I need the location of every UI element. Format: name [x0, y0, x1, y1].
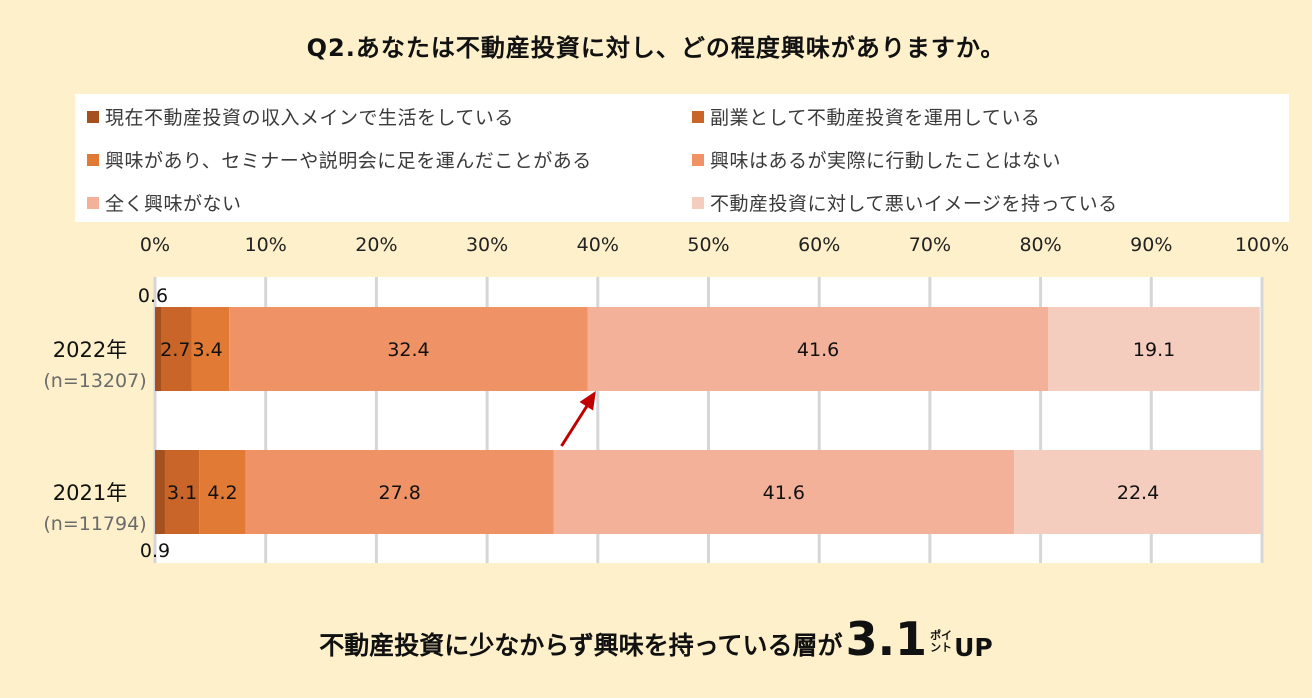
data-label: 41.6: [797, 339, 839, 361]
arrow-head: [579, 391, 596, 411]
bar-segment: [1048, 307, 1260, 391]
category-n: (n=13207): [43, 370, 146, 392]
data-label: 0.6: [138, 285, 168, 307]
bar-segment: [164, 450, 200, 534]
data-label: 41.6: [763, 482, 805, 504]
bar-segment: [191, 307, 230, 391]
legend-swatch: [87, 196, 99, 209]
summary-unit-top: ポイ: [930, 629, 953, 642]
legend-item-living-on-income: 現在不動産投資の収入メインで生活をしている: [87, 103, 514, 130]
x-tick-label: 0%: [140, 234, 170, 256]
data-label: 4.2: [207, 482, 237, 504]
legend-label: 興味があり、セミナーや説明会に足を運んだことがある: [105, 150, 592, 172]
summary-suffix: UP: [954, 633, 993, 662]
x-tick-label: 40%: [577, 234, 619, 256]
bar-segment: [245, 450, 554, 534]
data-label: 19.1: [1133, 339, 1175, 361]
x-tick-label: 70%: [909, 234, 951, 256]
trend-arrow: [560, 391, 596, 447]
summary-note: 不動産投資に少なからず興味を持っている層が 3.1 ポイ ント UP: [0, 616, 1312, 662]
legend-label: 不動産投資に対して悪いイメージを持っている: [710, 193, 1118, 215]
data-labels: 0.6 2.7 3.4 32.4 41.6 19.1 0.9 3.1 4.2 27.8 41.6 22…: [138, 285, 1175, 562]
data-label: 27.8: [378, 482, 420, 504]
bar-segment: [161, 307, 192, 391]
data-label: 0.9: [140, 540, 170, 562]
data-label: 22.4: [1117, 482, 1159, 504]
bar-segment: [1014, 450, 1262, 534]
stacked-bar-chart: 0% 10% 20% 30% 40% 50% 60% 70% 80% 90% 100% 0.6 2.7…: [43, 234, 1289, 563]
legend-label: 興味はあるが実際に行動したことはない: [710, 150, 1062, 172]
legend-item-not-interested: 全く興味がない: [87, 189, 242, 216]
category-year: 2022年: [53, 338, 127, 362]
summary-unit-bottom: ント: [930, 641, 953, 654]
bar-segment: [553, 450, 1015, 534]
legend-item-side-business: 副業として不動産投資を運用している: [692, 103, 1040, 130]
data-label: 2.7: [160, 339, 190, 361]
x-tick-label: 100%: [1235, 234, 1289, 256]
category-year: 2021年: [53, 481, 127, 505]
legend-item-attended-seminar: 興味があり、セミナーや説明会に足を運んだことがある: [87, 146, 592, 173]
data-label: 3.4: [193, 339, 223, 361]
x-tick-label: 60%: [798, 234, 840, 256]
summary-text: 不動産投資に少なからず興味を持っている層が: [319, 631, 843, 660]
legend-swatch: [87, 110, 99, 123]
legend-label: 現在不動産投資の収入メインで生活をしている: [105, 107, 514, 129]
x-tick-label: 10%: [245, 234, 287, 256]
x-tick-label: 20%: [355, 234, 397, 256]
arrow-line: [560, 402, 591, 447]
bar-segment: [199, 450, 246, 534]
bar-segment: [587, 307, 1049, 391]
x-tick-label: 50%: [687, 234, 729, 256]
category-labels: 2022年 (n=13207) 2021年 (n=11794): [43, 338, 146, 535]
summary-value: 3.1: [845, 612, 928, 666]
legend-item-negative-image: 不動産投資に対して悪いイメージを持っている: [692, 189, 1118, 216]
bar-segments: [155, 307, 1262, 534]
chart-title: Q2.あなたは不動産投資に対し、どの程度興味がありますか。: [306, 34, 1006, 62]
legend-swatch: [692, 196, 704, 209]
x-tick-label: 30%: [466, 234, 508, 256]
legend-swatch: [87, 153, 99, 166]
legend-label: 全く興味がない: [105, 193, 242, 215]
legend-swatch: [692, 153, 704, 166]
legend: 現在不動産投資の収入メインで生活をしている 副業として不動産投資を運用している …: [75, 94, 1289, 222]
bar-segment: [155, 307, 162, 391]
data-label: 3.1: [167, 482, 197, 504]
category-n: (n=11794): [43, 513, 146, 535]
bar-segment: [229, 307, 588, 391]
legend-item-interested-no-action: 興味はあるが実際に行動したことはない: [692, 146, 1061, 173]
x-tick-label: 80%: [1019, 234, 1061, 256]
x-tick-labels: 0% 10% 20% 30% 40% 50% 60% 70% 80% 90% 100%: [140, 234, 1289, 256]
data-label: 32.4: [387, 339, 429, 361]
legend-label: 副業として不動産投資を運用している: [710, 107, 1041, 129]
bar-segment: [155, 450, 165, 534]
summary-unit: ポイ ント: [930, 630, 952, 654]
x-tick-label: 90%: [1130, 234, 1172, 256]
legend-swatch: [692, 110, 704, 123]
